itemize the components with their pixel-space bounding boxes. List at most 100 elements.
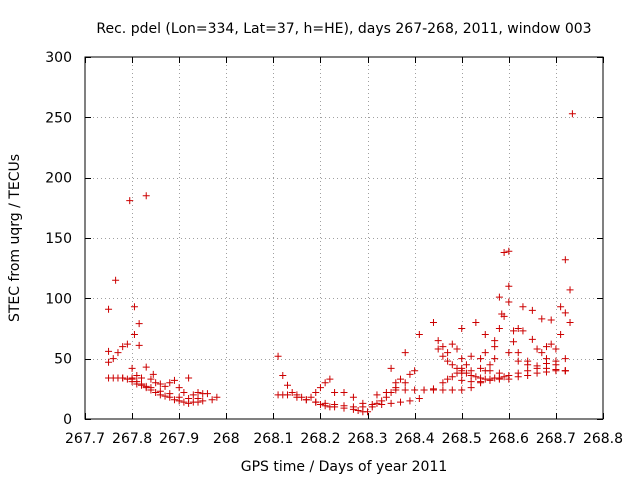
data-point <box>185 394 193 402</box>
data-point <box>382 388 390 396</box>
data-point <box>397 375 405 383</box>
x-tick-label: 268.4 <box>395 431 435 447</box>
data-point <box>307 393 315 401</box>
data-point <box>429 385 437 393</box>
data-point <box>453 345 461 353</box>
data-point <box>340 402 348 410</box>
y-tick-label: 50 <box>54 352 72 368</box>
data-point <box>542 343 550 351</box>
data-point <box>279 372 287 380</box>
data-point <box>495 369 503 377</box>
data-point <box>133 372 141 380</box>
data-point <box>392 386 400 394</box>
data-point <box>312 388 320 396</box>
data-point <box>561 256 569 264</box>
data-point <box>458 325 466 332</box>
y-tick-label: 0 <box>63 412 72 428</box>
data-point <box>411 367 419 375</box>
data-point <box>114 349 122 357</box>
data-point <box>274 352 282 360</box>
data-point <box>505 349 513 357</box>
data-point <box>166 390 174 398</box>
data-point <box>359 403 367 411</box>
data-point <box>448 373 456 381</box>
data-point <box>552 345 560 353</box>
data-point <box>208 396 216 404</box>
data-point <box>130 331 138 339</box>
data-point <box>112 276 120 284</box>
data-point <box>557 331 565 339</box>
data-point <box>542 359 550 367</box>
data-point <box>561 309 569 317</box>
data-point <box>467 367 475 375</box>
x-tick-label: 268.6 <box>489 431 529 447</box>
data-point <box>552 357 560 365</box>
data-point <box>411 386 419 394</box>
data-point <box>147 375 155 383</box>
y-tick-label: 200 <box>45 171 72 187</box>
data-point <box>283 391 291 399</box>
data-point <box>547 316 555 324</box>
data-point <box>401 379 409 387</box>
data-point <box>194 388 202 396</box>
data-point <box>568 110 576 118</box>
data-point <box>326 375 334 383</box>
data-point <box>138 374 146 382</box>
data-point <box>130 303 138 311</box>
data-point <box>448 361 456 369</box>
data-point <box>528 306 536 314</box>
data-point <box>321 399 329 407</box>
data-point <box>373 391 381 399</box>
data-point <box>439 386 447 394</box>
data-point <box>392 379 400 387</box>
data-point <box>194 394 202 402</box>
data-point <box>415 331 423 339</box>
x-tick-label: 267.9 <box>159 431 199 447</box>
data-point <box>533 369 541 377</box>
y-tick-label: 250 <box>45 110 72 126</box>
data-point <box>119 343 127 351</box>
data-point <box>542 368 550 376</box>
data-point <box>378 397 386 405</box>
data-point <box>316 401 324 409</box>
data-point <box>429 318 437 326</box>
axis-ticks: 267.7 267.8 267.9 268 268.1 268.2 268.3 268.4 26… <box>45 50 623 447</box>
data-point <box>133 378 141 386</box>
data-point <box>514 325 522 332</box>
data-point <box>135 320 143 328</box>
data-point <box>561 355 569 363</box>
data-point <box>495 375 503 383</box>
data-point <box>128 375 136 383</box>
data-point <box>439 379 447 387</box>
data-point <box>505 298 513 306</box>
data-point <box>467 352 475 360</box>
data-point <box>444 375 452 383</box>
data-point <box>283 381 291 389</box>
data-point <box>397 398 405 406</box>
data-point <box>406 397 414 405</box>
data-point <box>105 305 113 313</box>
data-point <box>135 341 143 349</box>
data-point <box>175 393 183 401</box>
data-point <box>387 364 395 372</box>
data-point <box>481 349 489 357</box>
data-point <box>288 388 296 396</box>
y-axis-label: STEC from uqrg / TECUs <box>7 154 23 322</box>
x-tick-label: 267.7 <box>65 431 105 447</box>
data-point <box>538 349 546 357</box>
data-point <box>105 347 113 355</box>
data-point <box>152 379 160 387</box>
data-point <box>481 331 489 339</box>
data-point <box>199 397 207 405</box>
data-point <box>126 197 134 205</box>
x-tick-label: 268 <box>213 431 240 447</box>
data-point <box>420 386 428 394</box>
data-point <box>105 358 113 366</box>
data-point <box>538 315 546 323</box>
data-point <box>175 384 183 392</box>
data-point <box>373 399 381 407</box>
data-point <box>170 376 178 384</box>
data-point <box>514 373 522 381</box>
data-point <box>149 370 157 378</box>
data-point <box>189 391 197 399</box>
